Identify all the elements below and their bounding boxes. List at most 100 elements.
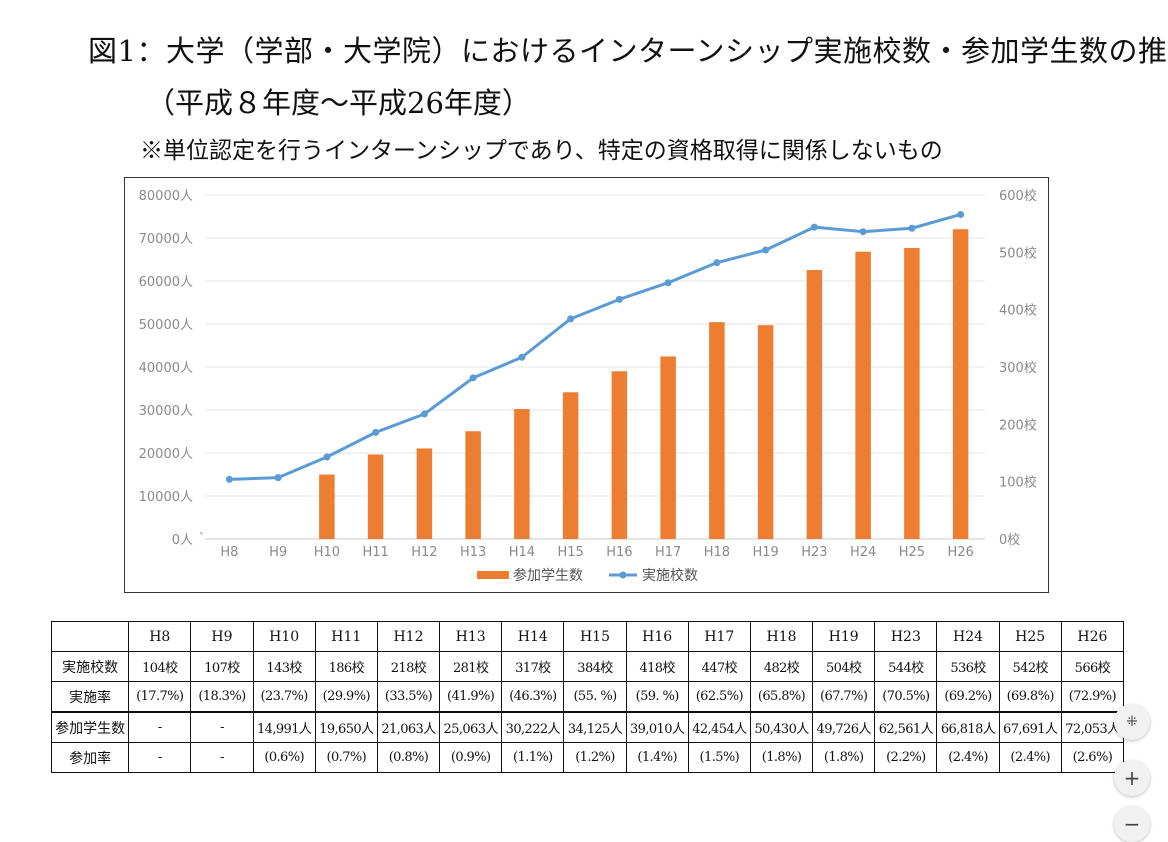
line-series (229, 213, 962, 481)
table-cell: - (128, 711, 192, 743)
zoom-out-button[interactable]: − (1114, 806, 1150, 842)
table-cell: 104校 (128, 651, 192, 682)
table-cell: (0.6%) (252, 742, 316, 773)
bar-H14 (514, 409, 530, 539)
table-cell: (41.9%) (439, 681, 503, 713)
chart-note: ※単位認定を行うインターンシップであり、特定の資格取得に関係しないもの (140, 138, 943, 164)
collapse-button[interactable]: ⁜ (1114, 704, 1150, 740)
table-row: 実施校数 104校 107校 143校 186校 218校 281校 317校 384校 418校… (50, 651, 1125, 682)
table-cell: 281校 (439, 651, 503, 682)
table-cell: (62.5%) (687, 681, 751, 713)
table-cell: (0.7%) (314, 742, 378, 773)
y-right-tick-label: 100校 (999, 475, 1037, 491)
table-cell: (29.9%) (314, 681, 378, 713)
data-table: H8 H9 H10 H11 H12 H13 H14 H15 H16 H17 H18 H19 H23 H24… (50, 621, 1125, 773)
zoom-in-button[interactable]: + (1114, 760, 1150, 796)
table-header-cell: H17 (687, 621, 751, 652)
table-cell: 50,430人 (749, 711, 814, 743)
table-cell: (1.2%) (563, 742, 627, 773)
chart-title-line1: 図1：大学（学部・大学院）におけるインターンシップ実施校数・参加学生数の推移 (88, 34, 1168, 68)
bar-H15 (562, 392, 579, 539)
bar-H13 (465, 431, 481, 539)
table-cell: 67,691人 (998, 711, 1062, 743)
bar-H10 (319, 474, 335, 539)
table-cell: (1.8%) (812, 742, 876, 773)
table-row-label: 参加学生数 (50, 711, 130, 743)
line-point-H13 (469, 374, 477, 382)
y-left-tick-label: 0人 (172, 533, 193, 548)
table-cell: - (128, 742, 192, 773)
x-tick-label: H16 (606, 545, 632, 560)
x-tick-label: H11 (362, 545, 388, 560)
table-cell: - (190, 711, 254, 743)
collapse-icon: ⁜ (1126, 714, 1138, 730)
table-cell: (23.7%) (252, 681, 316, 713)
table-cell: 186校 (314, 651, 378, 682)
y-right-tick-label: 600校 (999, 188, 1037, 204)
table-header-cell: H26 (1060, 621, 1125, 652)
line-point-H16 (615, 295, 623, 303)
table-cell: 72,053人 (1060, 711, 1125, 743)
table-header-cell: H16 (625, 621, 689, 652)
table-cell: 218校 (376, 651, 441, 682)
table-header-cell: H24 (936, 621, 1000, 652)
y-right-tick-label: 500校 (999, 245, 1037, 261)
legend-bar-swatch (477, 571, 509, 579)
table-cell: 62,561人 (874, 711, 938, 743)
table-row: 参加学生数 - -14,991人 19,650人 21,063人 25,063人 30,22… (50, 711, 1125, 743)
table-cell: (1.8%) (749, 742, 814, 773)
table-header-cell: H14 (501, 621, 565, 652)
table-cell: (1.5%) (687, 742, 751, 773)
table-header-cell: H25 (998, 621, 1062, 652)
y-left-tick-label: 40000人 (139, 361, 193, 376)
table-cell: (70.5%) (874, 681, 938, 713)
table-row-label: 参加率 (50, 742, 130, 773)
table-row: 参加率 - - (0.6%) (0.7%) (0.8%) (0.9%) (1.1%) (1.2%… (50, 742, 1125, 773)
x-tick-label: H15 (557, 545, 583, 560)
table-cell: (2.4%) (998, 742, 1062, 773)
y-right-tick-label: 200校 (999, 417, 1037, 433)
table-cell: 143校 (252, 651, 316, 682)
table-cell: 14,991人 (252, 711, 316, 743)
line-point-H8 (225, 475, 233, 483)
x-tick-label: H18 (704, 545, 730, 560)
table-header-cell: H23 (874, 621, 938, 652)
table-cell: (72.9%) (1060, 681, 1125, 713)
x-tick-label: H19 (752, 545, 778, 560)
x-tick-label: H14 (509, 545, 535, 560)
x-tick-label: H23 (801, 545, 827, 560)
bar-H18 (709, 322, 725, 539)
line-point-H15 (567, 315, 575, 323)
table-cell: 39,010人 (625, 711, 689, 743)
line-point-H11 (372, 428, 380, 436)
x-tick-label: H26 (947, 545, 973, 560)
y-left-tick-label: 70000人 (139, 232, 193, 247)
bar-H16 (611, 371, 628, 539)
table-header-cell: H18 (749, 621, 814, 652)
table-cell: (33.5%) (376, 681, 441, 713)
table-cell: (1.4%) (625, 742, 689, 773)
table-cell: 19,650人 (314, 711, 378, 743)
combo-chart: 0人 10000人 20000人 30000人 40000人 50000人 60000人 70… (124, 177, 1049, 593)
x-tick-label: H12 (411, 545, 437, 560)
table-cell: - (190, 742, 254, 773)
bar-H25 (904, 247, 920, 539)
y-left-tick-label: 30000人 (139, 404, 193, 419)
legend-line-label: 実施校数 (642, 567, 698, 584)
chart-title-line2: （平成８年度～平成26年度） (146, 86, 531, 120)
line-point-H10 (323, 453, 331, 461)
x-tick-label: H24 (850, 545, 876, 560)
table-cell: 49,726人 (812, 711, 876, 743)
y-right-tick-label: 0校 (999, 532, 1020, 548)
table-header-cell: H9 (190, 621, 254, 652)
table-cell: (0.9%) (439, 742, 503, 773)
table-cell: (17.7%) (128, 681, 192, 713)
axis-origin-mark: ` (199, 532, 206, 547)
table-cell: (0.8%) (376, 742, 441, 773)
bar-H12 (416, 448, 433, 539)
table-cell: 21,063人 (376, 711, 441, 743)
table-header-cell: H10 (252, 621, 316, 652)
table-header-cell: H15 (563, 621, 627, 652)
table-row-label: 実施校数 (50, 651, 130, 682)
table-cell: 34,125人 (563, 711, 627, 743)
